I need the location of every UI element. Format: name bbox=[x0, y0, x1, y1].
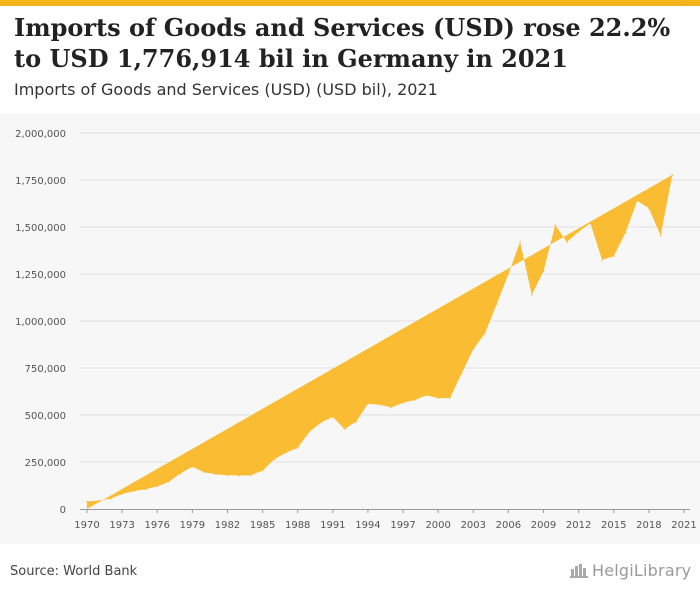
library-icon bbox=[570, 562, 588, 578]
y-axis: 0 250,000 500,000 750,000 1,000,000 1,250,000… bbox=[15, 129, 66, 516]
data-point bbox=[589, 222, 592, 224]
data-point bbox=[636, 199, 638, 202]
x-tick-label: 1997 bbox=[390, 520, 415, 531]
x-tick-label: 1988 bbox=[285, 520, 310, 531]
data-point bbox=[203, 471, 205, 474]
data-point bbox=[226, 474, 229, 477]
y-tick-label: 1,250,000 bbox=[15, 270, 66, 281]
x-tick-label: 2009 bbox=[531, 520, 556, 531]
data-point bbox=[414, 399, 416, 401]
data-point bbox=[472, 348, 475, 351]
chart-title: Imports of Goods and Services (USD) rose… bbox=[14, 13, 671, 73]
data-point bbox=[97, 499, 100, 502]
x-tick-label: 1982 bbox=[215, 520, 240, 531]
data-point bbox=[261, 469, 264, 472]
y-tick-label: 2,000,000 bbox=[15, 129, 66, 140]
brand-logo: HelgiLibrary bbox=[570, 561, 691, 580]
data-point bbox=[367, 402, 369, 405]
data-point bbox=[179, 472, 182, 475]
plot-background bbox=[0, 114, 700, 544]
accent-bar bbox=[0, 0, 700, 6]
data-point bbox=[378, 403, 381, 406]
brand-name: HelgiLibrary bbox=[592, 561, 692, 580]
x-tick-label: 2006 bbox=[496, 520, 521, 531]
y-tick-label: 250,000 bbox=[25, 458, 66, 469]
x-tick-label: 1994 bbox=[355, 520, 380, 531]
x-tick-label: 2021 bbox=[671, 520, 696, 531]
data-point bbox=[577, 230, 580, 233]
data-point bbox=[402, 402, 404, 404]
data-point bbox=[624, 231, 627, 234]
data-point bbox=[332, 416, 334, 418]
data-point bbox=[121, 493, 123, 495]
data-point bbox=[168, 480, 170, 483]
data-point bbox=[390, 406, 393, 409]
data-point bbox=[519, 241, 521, 243]
x-tick-label: 2015 bbox=[601, 520, 626, 531]
x-tick-label: 1970 bbox=[74, 520, 99, 531]
data-point bbox=[659, 234, 662, 237]
data-point bbox=[425, 394, 428, 397]
data-point bbox=[683, 0, 685, 1]
data-point bbox=[133, 490, 135, 492]
source-note: Source: World Bank bbox=[10, 564, 138, 579]
data-point bbox=[507, 273, 510, 275]
data-point bbox=[542, 270, 545, 273]
chart-subtitle: Imports of Goods and Services (USD) (USD… bbox=[14, 80, 438, 99]
x-tick-label: 1976 bbox=[145, 520, 170, 531]
x-axis: 1970 1973 1976 1979 1982 1985 1988 1991 1994 1997… bbox=[74, 509, 697, 531]
data-point bbox=[343, 428, 346, 430]
data-point bbox=[355, 420, 358, 423]
data-point bbox=[156, 485, 158, 488]
data-point bbox=[613, 255, 615, 257]
data-point bbox=[460, 372, 463, 375]
x-tick-label: 1985 bbox=[250, 520, 275, 531]
data-point bbox=[495, 303, 498, 305]
data-point bbox=[531, 293, 533, 296]
data-point bbox=[191, 465, 194, 468]
data-point bbox=[285, 451, 287, 454]
data-point bbox=[566, 241, 568, 243]
data-point bbox=[601, 259, 603, 261]
x-tick-label: 2003 bbox=[461, 520, 486, 531]
data-point bbox=[437, 397, 440, 399]
data-point bbox=[320, 421, 322, 424]
imports-area bbox=[87, 174, 673, 509]
y-tick-label: 500,000 bbox=[25, 411, 66, 422]
series-layer bbox=[86, 0, 685, 509]
y-tick-label: 1,500,000 bbox=[15, 223, 66, 234]
y-tick-label: 0 bbox=[60, 505, 66, 516]
data-point bbox=[250, 474, 252, 477]
y-tick-label: 1,000,000 bbox=[15, 317, 66, 328]
y-tick-label: 1,750,000 bbox=[15, 176, 66, 187]
x-tick-label: 1979 bbox=[180, 520, 205, 531]
data-point bbox=[296, 447, 299, 449]
gridlines bbox=[80, 132, 700, 463]
y-tick-label: 750,000 bbox=[25, 364, 66, 375]
data-point bbox=[648, 207, 650, 209]
data-point bbox=[109, 497, 112, 500]
x-tick-label: 1973 bbox=[109, 520, 134, 531]
data-point bbox=[308, 431, 311, 433]
data-point bbox=[144, 488, 147, 491]
data-point bbox=[238, 474, 240, 477]
data-point bbox=[273, 458, 276, 461]
data-point bbox=[484, 332, 486, 335]
data-point bbox=[671, 174, 674, 176]
data-point bbox=[449, 397, 451, 399]
x-tick-label: 1991 bbox=[320, 520, 345, 531]
data-point bbox=[554, 224, 556, 226]
data-point bbox=[215, 473, 217, 476]
x-tick-label: 2000 bbox=[425, 520, 450, 531]
x-tick-label: 2018 bbox=[636, 520, 661, 531]
x-tick-label: 2012 bbox=[566, 520, 591, 531]
data-point bbox=[86, 500, 88, 503]
